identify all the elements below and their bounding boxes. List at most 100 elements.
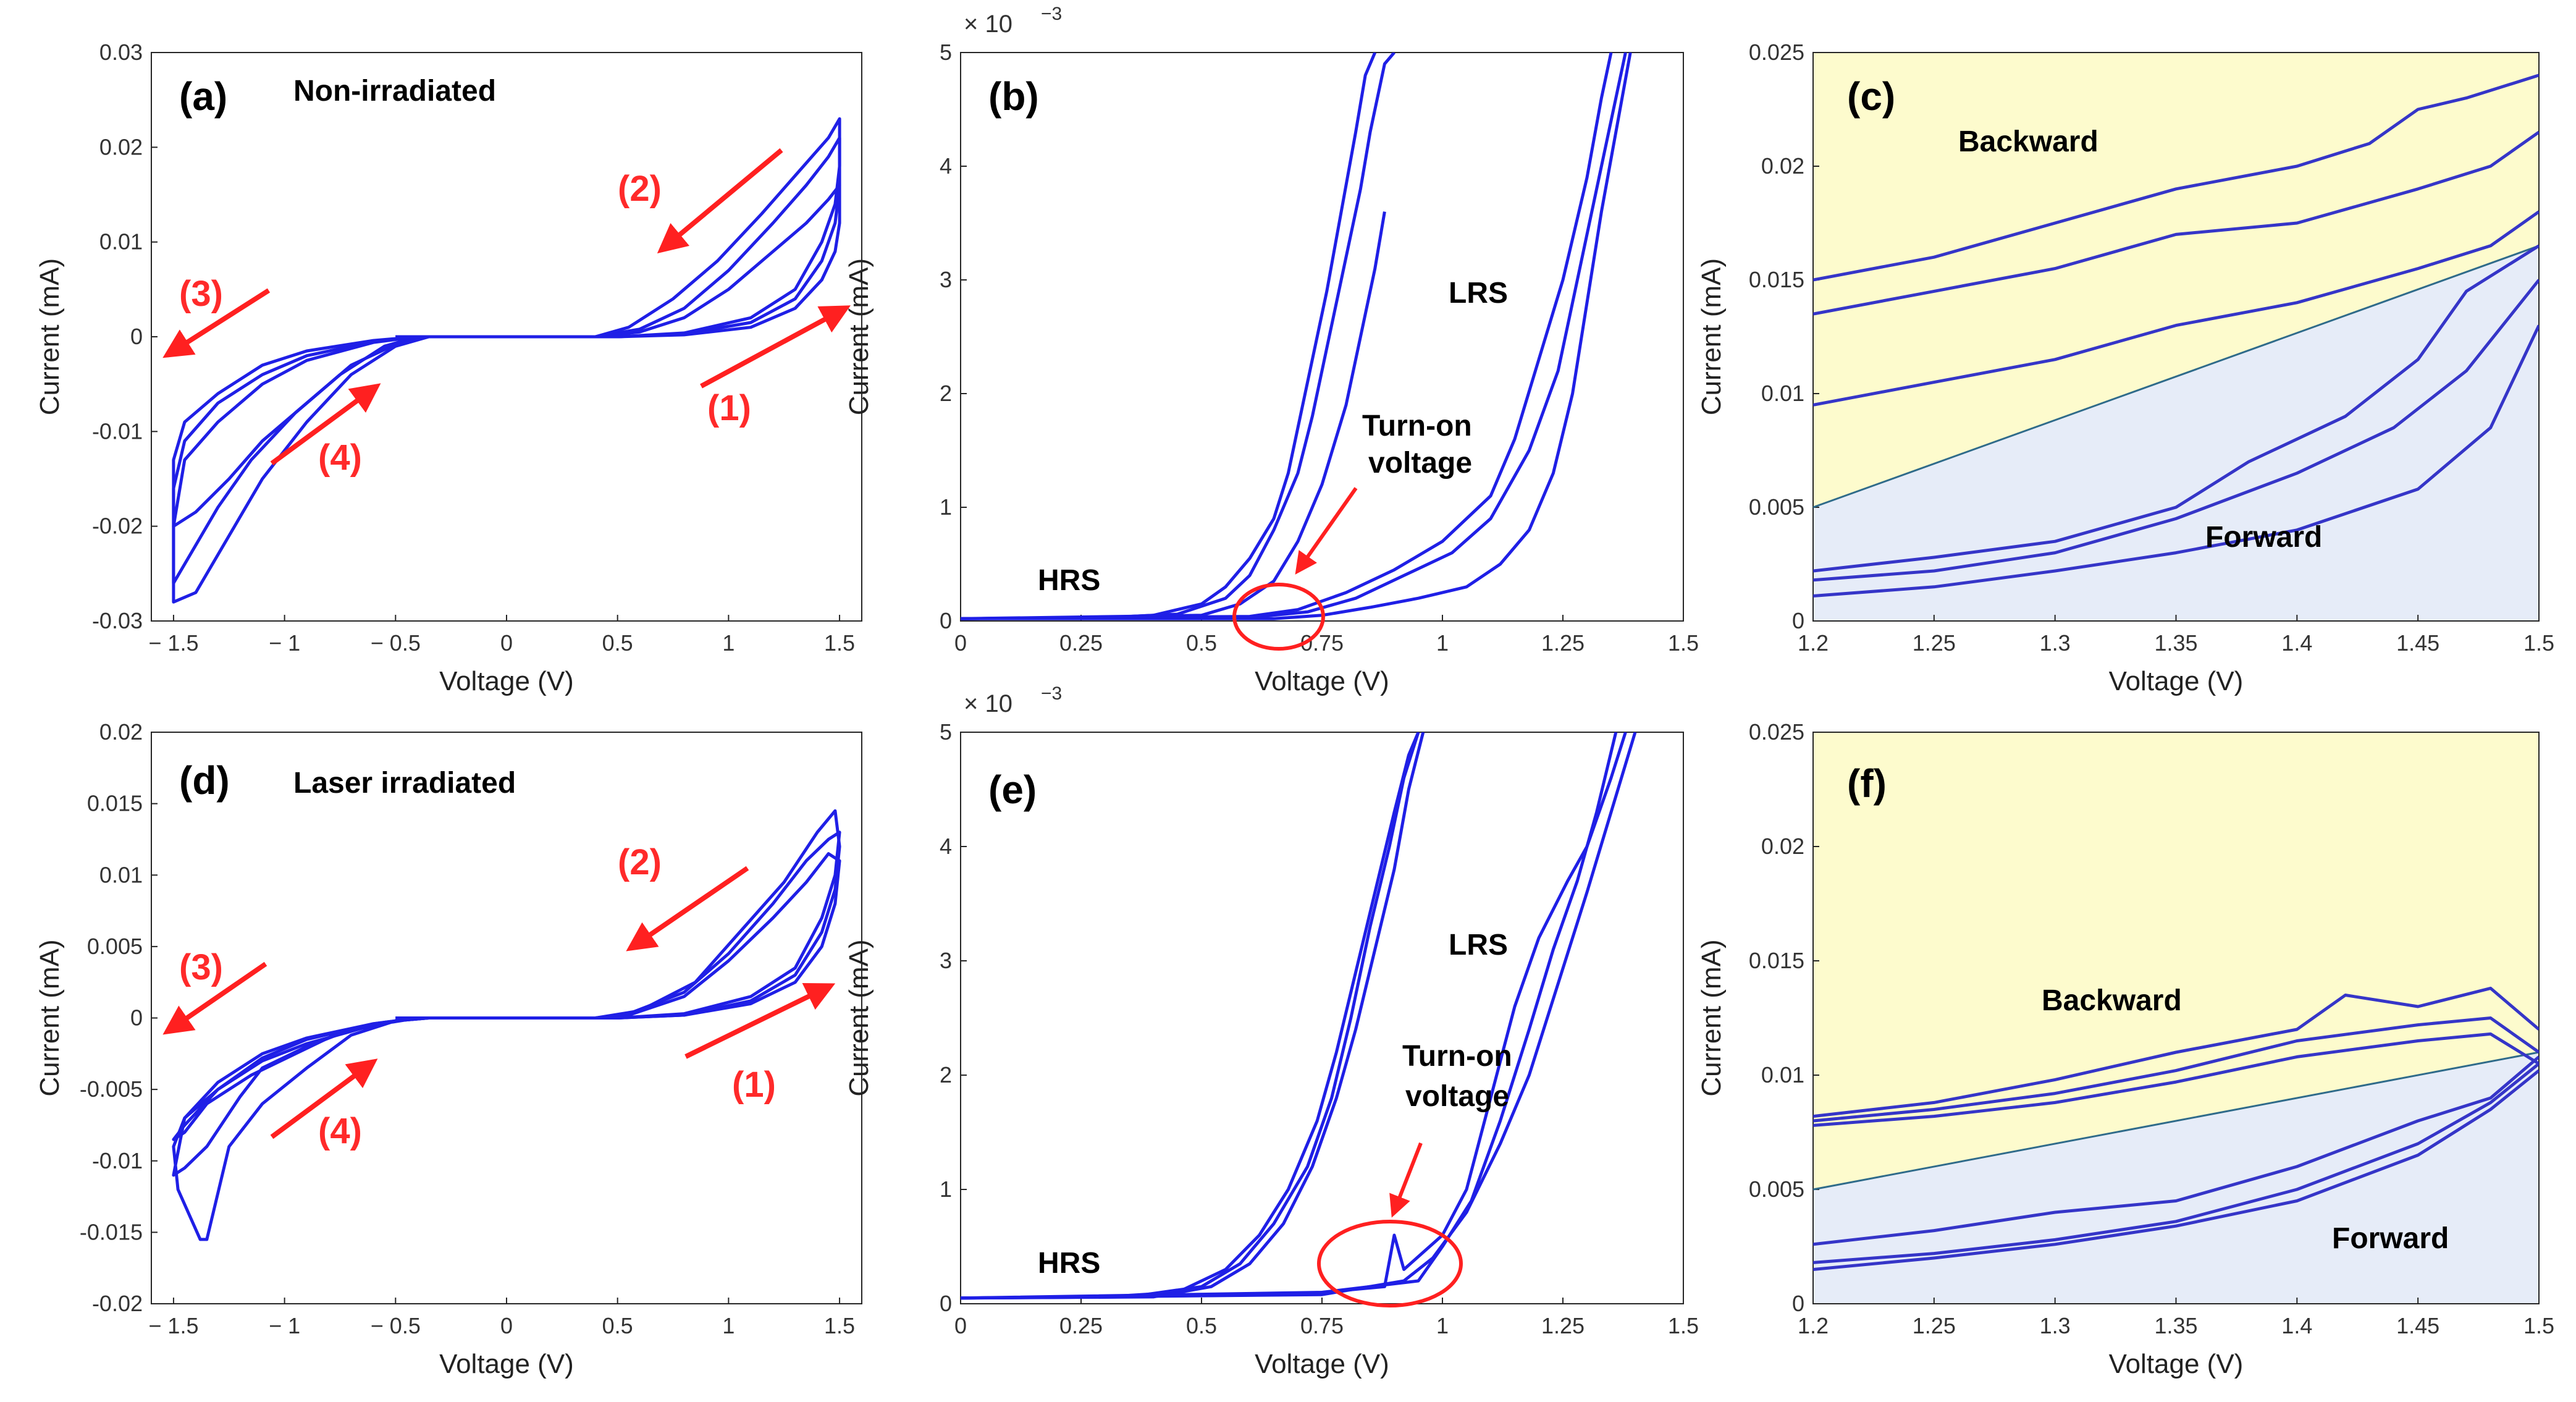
y-axis-label: Current (mA) — [35, 939, 65, 1096]
x-tick-label: 1.25 — [1541, 630, 1585, 656]
y-tick-label: -0.01 — [92, 418, 143, 444]
sweep-arrow-1-a — [700, 305, 851, 389]
plot-frame-e — [960, 732, 1684, 1304]
series-e-4 — [961, 732, 1627, 1300]
x-axis-label: Voltage (V) — [439, 666, 574, 696]
lrs-label-e: LRS — [1449, 929, 1508, 961]
forward-label-c: Forward — [2205, 521, 2322, 554]
series-b-4 — [961, 53, 1613, 620]
y-tick-label: -0.01 — [92, 1148, 143, 1173]
series-c-6 — [1813, 324, 2539, 598]
y-tick-label: 0.015 — [1749, 267, 1804, 292]
x-tick-label: 0.5 — [602, 1313, 633, 1338]
hrs-label-b: HRS — [1038, 564, 1100, 597]
panel-d-title: Laser irradiated — [293, 767, 516, 800]
y-tick-label: 3 — [940, 948, 952, 973]
y-tick-label: 0 — [130, 1005, 143, 1031]
y-tick-label: 0.005 — [1749, 494, 1804, 520]
panel-a: − 1.5 − 1 − 0.5 0 0.5 1 1.5 -0.03 -0.02 -0.01 0 0.0… — [35, 40, 862, 696]
series-f-1 — [1813, 986, 2539, 1118]
panel-b-multiplier: × 10 — [964, 11, 1012, 38]
series-b-6 — [961, 53, 1632, 620]
x-axis-label: Voltage (V) — [439, 1349, 574, 1379]
y-tick-label: 1 — [940, 494, 952, 520]
panel-e-label: (e) — [988, 767, 1037, 812]
x-tick-label: 1.5 — [2523, 630, 2554, 656]
y-tick-label: 0.015 — [1749, 948, 1804, 973]
voltage-label-b: voltage — [1368, 447, 1472, 479]
y-axis-label: Current (mA) — [844, 258, 874, 415]
y-tick-label: 0.03 — [99, 40, 143, 65]
x-tick-label: 0.5 — [1186, 630, 1217, 656]
x-axis-label: Voltage (V) — [2109, 1349, 2244, 1379]
forward-region — [1813, 245, 2539, 621]
x-axis-label: Voltage (V) — [1255, 666, 1389, 696]
series-e-2 — [961, 732, 1420, 1300]
sweep-arrow-1-d — [684, 983, 836, 1059]
x-tick-label: 1 — [722, 1313, 734, 1338]
series-f-5 — [1813, 1062, 2539, 1264]
panel-c-label: (c) — [1847, 74, 1895, 119]
series-e-6 — [961, 732, 1618, 1300]
sweep-arrow-4-d — [270, 1058, 378, 1139]
panel-a-label: (a) — [179, 74, 227, 119]
x-tick-label: 1.25 — [1913, 1313, 1956, 1338]
x-tick-label: 0.25 — [1059, 630, 1103, 656]
x-tick-label: − 1 — [269, 1313, 300, 1338]
y-tick-label: 0.01 — [1761, 1062, 1804, 1087]
plot-c-series: 1.2 1.25 1.3 1.35 1.4 1.45 1.5 0 0.005 0.01 0.015 0… — [1696, 40, 2554, 696]
x-tick-label: 1.5 — [1668, 630, 1699, 656]
y-tick-label: 0 — [130, 324, 143, 349]
x-tick-label: 0 — [954, 630, 967, 656]
plot-a-series: − 1.5 − 1 − 0.5 0 0.5 1 1.5 -0.03 -0.02 -0.01 0 0.0… — [35, 40, 862, 696]
series-c-4 — [1813, 244, 2539, 573]
sweep-label-3-d: (3) — [179, 947, 223, 987]
x-tick-label: − 1 — [269, 630, 300, 656]
series-c-1 — [1813, 74, 2539, 282]
series-b-5 — [961, 53, 1627, 620]
x-tick-label: 1.5 — [824, 630, 855, 656]
region-divider-line — [1812, 1051, 2540, 1191]
x-tick-label: 1.5 — [824, 1313, 855, 1338]
sweep-arrow-3-d — [162, 961, 267, 1035]
y-tick-label: 5 — [940, 719, 952, 745]
series-f-6 — [1813, 1069, 2539, 1271]
x-tick-label: 1.4 — [2281, 1313, 2312, 1338]
forward-region — [1813, 1052, 2539, 1304]
y-tick-label: 0 — [940, 608, 952, 633]
lrs-label-b: LRS — [1449, 277, 1508, 310]
sweep-label-3-a: (3) — [179, 274, 223, 314]
y-axis-label: Current (mA) — [35, 258, 65, 415]
series-c-5 — [1813, 279, 2539, 582]
x-tick-label: − 0.5 — [371, 630, 421, 656]
x-tick-label: 1.3 — [2040, 630, 2071, 656]
sweep-label-1-d: (1) — [732, 1065, 776, 1105]
y-tick-label: 4 — [940, 834, 952, 859]
sweep-arrow-3-a — [162, 288, 271, 358]
x-tick-label: 1.45 — [2396, 1313, 2439, 1338]
plot-d-series: − 1.5 − 1 − 0.5 0 0.5 1 1.5 -0.02 -0.015 -0.01 -0.… — [35, 719, 862, 1379]
x-tick-label: 1.25 — [1913, 630, 1956, 656]
y-tick-label: 0.01 — [1761, 381, 1804, 406]
x-tick-label: − 1.5 — [148, 630, 198, 656]
x-tick-label: 0 — [954, 1313, 967, 1338]
y-tick-label: 5 — [940, 40, 952, 65]
x-tick-label: 1.45 — [2396, 630, 2439, 656]
series-e-3 — [961, 732, 1425, 1300]
turn-on-arrow-e — [1389, 1142, 1423, 1218]
y-tick-label: 0.02 — [1761, 834, 1804, 859]
series-f-4 — [1813, 1055, 2539, 1246]
turn-on-label-e: Turn-on — [1402, 1040, 1512, 1073]
y-tick-label: 0 — [1792, 1291, 1804, 1316]
x-tick-label: 1.2 — [1798, 1313, 1829, 1338]
y-tick-label: 0.025 — [1749, 719, 1804, 745]
x-tick-label: 0.5 — [602, 630, 633, 656]
y-tick-label: 0.01 — [99, 229, 143, 255]
plot-f-series: 1.2 1.25 1.3 1.35 1.4 1.45 1.5 0 0.005 0.01 0.015 0… — [1696, 719, 2554, 1379]
y-axis-label: Current (mA) — [844, 939, 874, 1096]
series-c-3 — [1813, 210, 2539, 407]
y-axis-label: Current (mA) — [1696, 939, 1727, 1096]
panel-c: 1.2 1.25 1.3 1.35 1.4 1.45 1.5 0 0.005 0.01 0.015 0… — [1696, 40, 2554, 696]
